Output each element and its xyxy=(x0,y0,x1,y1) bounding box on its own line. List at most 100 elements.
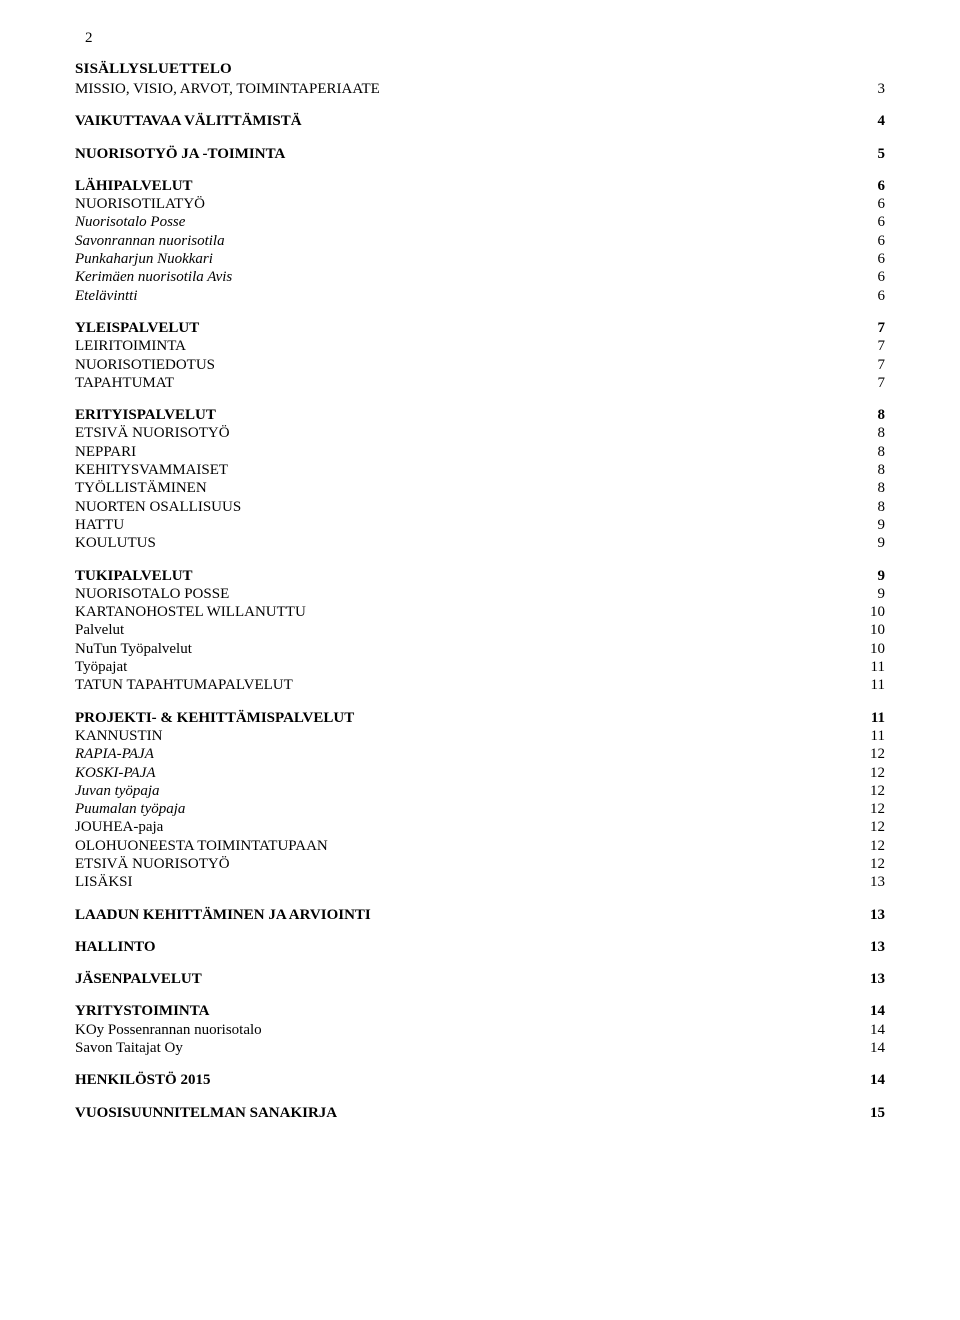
toc-label: MISSIO, VISIO, ARVOT, TOIMINTAPERIAATE xyxy=(75,80,855,98)
toc-page: 9 xyxy=(855,585,885,603)
toc-label: PROJEKTI- & KEHITTÄMISPALVELUT xyxy=(75,709,855,727)
toc-label: KOy Possenrannan nuorisotalo xyxy=(75,1021,855,1039)
toc-label: KARTANOHOSTEL WILLANUTTU xyxy=(75,603,855,621)
toc-label: TATUN TAPAHTUMAPALVELUT xyxy=(75,676,855,694)
toc-row: Työpajat11 xyxy=(75,658,885,676)
toc-label: NUORISOTYÖ JA -TOIMINTA xyxy=(75,145,855,163)
toc-page: 10 xyxy=(855,603,885,621)
toc-row: NEPPARI8 xyxy=(75,443,885,461)
toc-page: 12 xyxy=(855,837,885,855)
toc-row: LAADUN KEHITTÄMINEN JA ARVIOINTI13 xyxy=(75,906,885,924)
toc-label: Palvelut xyxy=(75,621,855,639)
toc-row: LEIRITOIMINTA7 xyxy=(75,337,885,355)
toc-row: OLOHUONEESTA TOIMINTATUPAAN12 xyxy=(75,837,885,855)
toc-page: 15 xyxy=(855,1104,885,1122)
toc-label: Juvan työpaja xyxy=(75,782,855,800)
toc-page: 7 xyxy=(855,319,885,337)
toc-page: 10 xyxy=(855,640,885,658)
toc-page: 12 xyxy=(855,800,885,818)
toc-page: 3 xyxy=(855,80,885,98)
document-page: 2 SISÄLLYSLUETTELO MISSIO, VISIO, ARVOT,… xyxy=(0,0,960,1152)
toc-label: LAADUN KEHITTÄMINEN JA ARVIOINTI xyxy=(75,906,855,924)
toc-label: LEIRITOIMINTA xyxy=(75,337,855,355)
toc-label: NUORISOTIEDOTUS xyxy=(75,356,855,374)
toc-page: 6 xyxy=(855,195,885,213)
toc-label: Savonrannan nuorisotila xyxy=(75,232,855,250)
toc-row: KANNUSTIN11 xyxy=(75,727,885,745)
toc-row: LISÄKSI13 xyxy=(75,873,885,891)
toc-label: Nuorisotalo Posse xyxy=(75,213,855,231)
toc-row: Palvelut10 xyxy=(75,621,885,639)
page-number: 2 xyxy=(85,30,885,47)
toc-label: Punkaharjun Nuokkari xyxy=(75,250,855,268)
toc-label: Puumalan työpaja xyxy=(75,800,855,818)
toc-label: HENKILÖSTÖ 2015 xyxy=(75,1071,855,1089)
toc-page: 9 xyxy=(855,567,885,585)
toc-title: SISÄLLYSLUETTELO xyxy=(75,61,885,78)
toc-row: MISSIO, VISIO, ARVOT, TOIMINTAPERIAATE3 xyxy=(75,80,885,98)
toc-row: ETSIVÄ NUORISOTYÖ8 xyxy=(75,424,885,442)
toc-row: TAPAHTUMAT7 xyxy=(75,374,885,392)
toc-page: 8 xyxy=(855,406,885,424)
toc-page: 4 xyxy=(855,112,885,130)
toc-label: YRITYSTOIMINTA xyxy=(75,1002,855,1020)
toc-page: 12 xyxy=(855,782,885,800)
toc-page: 8 xyxy=(855,461,885,479)
toc-label: OLOHUONEESTA TOIMINTATUPAAN xyxy=(75,837,855,855)
toc-label: VAIKUTTAVAA VÄLITTÄMISTÄ xyxy=(75,112,855,130)
toc-row: Juvan työpaja12 xyxy=(75,782,885,800)
toc-page: 6 xyxy=(855,268,885,286)
toc-page: 5 xyxy=(855,145,885,163)
toc-label: LÄHIPALVELUT xyxy=(75,177,855,195)
toc-label: Etelävintti xyxy=(75,287,855,305)
toc-row: JÄSENPALVELUT13 xyxy=(75,970,885,988)
toc-row: NUORISOTIEDOTUS7 xyxy=(75,356,885,374)
toc-label: NUORISOTILATYÖ xyxy=(75,195,855,213)
toc-row: TYÖLLISTÄMINEN8 xyxy=(75,479,885,497)
toc-page: 9 xyxy=(855,534,885,552)
toc-page: 6 xyxy=(855,287,885,305)
toc-row: HENKILÖSTÖ 201514 xyxy=(75,1071,885,1089)
toc-row: NUORISOTALO POSSE9 xyxy=(75,585,885,603)
toc-row: VUOSISUUNNITELMAN SANAKIRJA15 xyxy=(75,1104,885,1122)
toc-page: 6 xyxy=(855,232,885,250)
toc-label: KOULUTUS xyxy=(75,534,855,552)
toc-row: YLEISPALVELUT7 xyxy=(75,319,885,337)
toc-page: 7 xyxy=(855,356,885,374)
toc-row: NuTun Työpalvelut10 xyxy=(75,640,885,658)
toc-row: RAPIA-PAJA12 xyxy=(75,745,885,763)
toc-label: TYÖLLISTÄMINEN xyxy=(75,479,855,497)
toc-label: Kerimäen nuorisotila Avis xyxy=(75,268,855,286)
toc-page: 6 xyxy=(855,250,885,268)
toc-page: 8 xyxy=(855,498,885,516)
toc-row: YRITYSTOIMINTA14 xyxy=(75,1002,885,1020)
toc-page: 13 xyxy=(855,970,885,988)
toc-page: 14 xyxy=(855,1039,885,1057)
toc-label: KEHITYSVAMMAISET xyxy=(75,461,855,479)
toc-page: 14 xyxy=(855,1071,885,1089)
toc-page: 8 xyxy=(855,424,885,442)
toc-page: 11 xyxy=(855,658,885,676)
toc-label: JÄSENPALVELUT xyxy=(75,970,855,988)
toc-page: 14 xyxy=(855,1002,885,1020)
toc-row: KOy Possenrannan nuorisotalo14 xyxy=(75,1021,885,1039)
toc-row: LÄHIPALVELUT6 xyxy=(75,177,885,195)
toc-label: Työpajat xyxy=(75,658,855,676)
toc-page: 8 xyxy=(855,479,885,497)
toc-label: ERITYISPALVELUT xyxy=(75,406,855,424)
toc-row: Punkaharjun Nuokkari6 xyxy=(75,250,885,268)
toc-page: 7 xyxy=(855,337,885,355)
toc-label: HALLINTO xyxy=(75,938,855,956)
toc-page: 7 xyxy=(855,374,885,392)
toc-label: YLEISPALVELUT xyxy=(75,319,855,337)
toc-label: TAPAHTUMAT xyxy=(75,374,855,392)
toc-page: 11 xyxy=(855,727,885,745)
toc-label: RAPIA-PAJA xyxy=(75,745,855,763)
toc-label: NuTun Työpalvelut xyxy=(75,640,855,658)
toc-label: LISÄKSI xyxy=(75,873,855,891)
toc-label: ETSIVÄ NUORISOTYÖ xyxy=(75,424,855,442)
toc-label: KOSKI-PAJA xyxy=(75,764,855,782)
toc-page: 12 xyxy=(855,745,885,763)
toc-row: TUKIPALVELUT9 xyxy=(75,567,885,585)
toc-label: Savon Taitajat Oy xyxy=(75,1039,855,1057)
